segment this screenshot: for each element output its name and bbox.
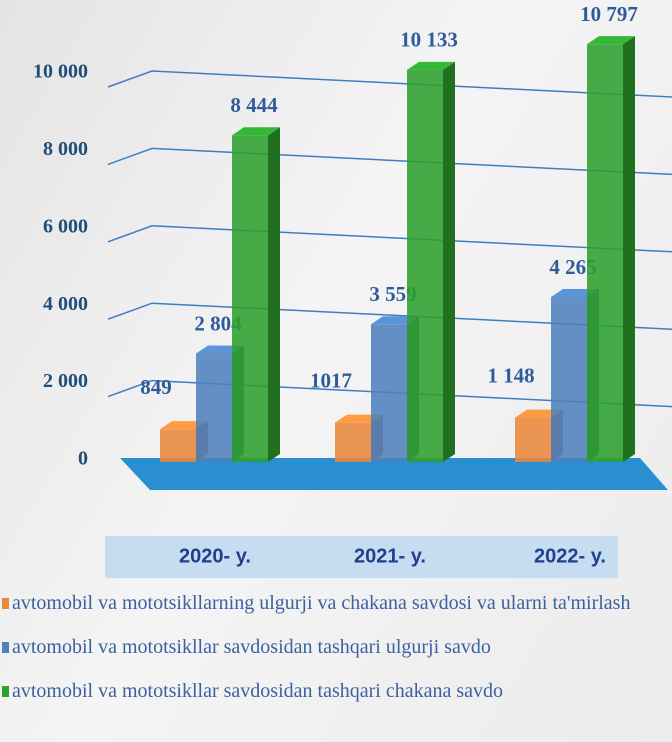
bar-side	[268, 127, 280, 463]
bar-front	[407, 69, 443, 462]
x-tick-label: 2021- y.	[354, 545, 426, 567]
legend-item: avtomobil va mototsikllar savdosidan tas…	[0, 678, 672, 704]
value-label: 849	[140, 375, 172, 399]
y-tick-label: 0	[78, 448, 88, 470]
bar-front	[232, 135, 268, 462]
floor	[120, 458, 668, 490]
legend-label: avtomobil va mototsikllarning ulgurji va…	[12, 592, 631, 614]
y-tick-label: 2 000	[43, 370, 88, 392]
value-label: 1 148	[487, 363, 534, 387]
legend-label: avtomobil va mototsikllar savdosidan tas…	[12, 680, 503, 702]
bar	[232, 127, 280, 463]
bar-front	[551, 296, 587, 462]
grid-line	[107, 379, 672, 408]
bar-front	[335, 422, 371, 462]
legend-swatch	[2, 686, 9, 697]
bar-front	[587, 44, 623, 463]
grid-line	[107, 225, 672, 253]
bar-top	[232, 127, 280, 136]
value-label: 1017	[310, 368, 352, 392]
legend-swatch	[2, 642, 9, 653]
y-tick-label: 4 000	[43, 293, 88, 315]
legend: avtomobil va mototsikllarning ulgurji va…	[0, 590, 672, 722]
bar-front	[371, 324, 407, 462]
legend-item: avtomobil va mototsikllarning ulgurji va…	[0, 590, 672, 616]
legend-swatch	[2, 598, 9, 609]
grid-line	[107, 70, 672, 98]
y-tick-label: 6 000	[43, 215, 88, 237]
x-tick-label: 2022- y.	[534, 545, 606, 567]
bar-front	[196, 353, 232, 462]
value-label: 8 444	[230, 93, 278, 117]
value-label: 10 797	[580, 2, 638, 26]
legend-label: avtomobil va mototsikllar savdosidan tas…	[12, 636, 491, 658]
grid-line	[107, 147, 672, 176]
x-tick-label: 2020- y.	[179, 545, 251, 567]
bar	[587, 36, 635, 463]
y-tick-label: 10 000	[33, 61, 88, 83]
bar-top	[407, 61, 455, 70]
value-label: 10 133	[400, 28, 458, 52]
bar-front	[515, 417, 551, 462]
category-band	[105, 536, 618, 578]
chart: 0 2 000 4 000 6 000 8 000 10 000 2020- y. 2021-…	[33, 2, 672, 578]
bar-side	[443, 61, 455, 462]
grid-line	[107, 302, 672, 330]
bar-front	[160, 429, 196, 462]
bar	[407, 61, 455, 462]
legend-item: avtomobil va mototsikllar savdosidan tas…	[0, 634, 672, 660]
bar-side	[623, 36, 635, 463]
y-tick-label: 8 000	[43, 138, 88, 160]
bar-top	[587, 36, 635, 45]
